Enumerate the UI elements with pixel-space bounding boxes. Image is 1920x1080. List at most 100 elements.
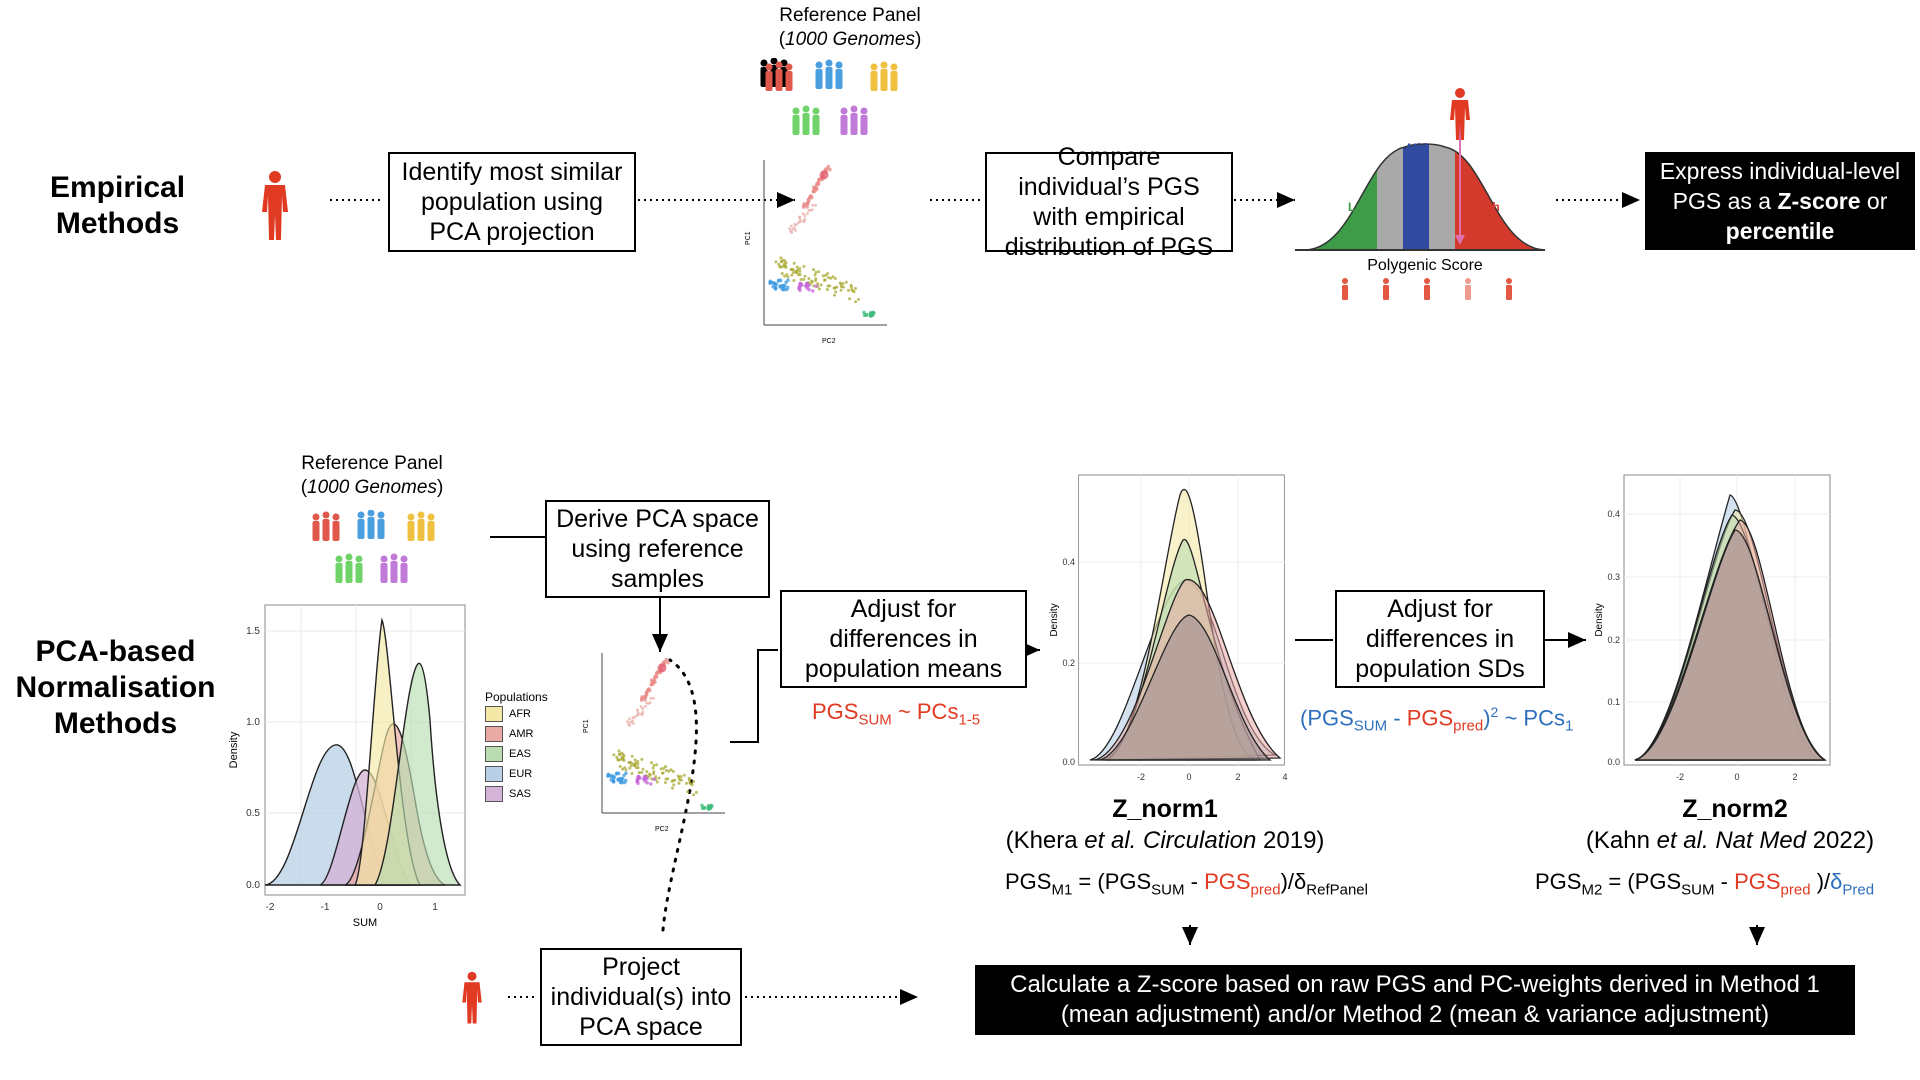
pca-point	[813, 273, 817, 277]
project-individuals-box: Project individual(s) into PCA space	[540, 948, 742, 1046]
dist-mid-label: Mid	[1407, 141, 1428, 155]
pca-point	[639, 705, 643, 709]
pca-point	[666, 660, 670, 665]
pca-point	[802, 278, 806, 282]
pca-point	[841, 281, 845, 285]
pca-point	[645, 770, 649, 774]
pca-point	[806, 212, 809, 215]
ref-panel-title-bottom: Reference Panel (1000 Genomes)	[262, 452, 482, 500]
result-bold-percentile: percentile	[1725, 218, 1835, 244]
pca-point	[641, 767, 645, 771]
density-axis-text: 0.0 0.5 1.0 1.5 -2 -1 0 1	[246, 626, 438, 913]
pca-point	[641, 710, 645, 714]
pca-row-label: PCA-based Normalisation Methods	[15, 635, 216, 740]
dist-low-label: Low	[1348, 200, 1373, 214]
pca-point	[652, 696, 655, 700]
pca-point	[657, 776, 661, 780]
pca-point	[622, 758, 626, 762]
pca-point	[671, 786, 675, 790]
pca-point	[643, 779, 647, 783]
svg-text:0.1: 0.1	[1607, 697, 1620, 707]
pca-point	[632, 721, 635, 725]
pca-point	[667, 769, 671, 773]
pca-point	[659, 767, 663, 771]
pca-point	[702, 806, 706, 810]
pca-point	[689, 782, 693, 786]
pca-point	[616, 771, 621, 776]
pca-point	[821, 274, 825, 278]
pca-point	[784, 265, 788, 269]
pca-point	[804, 281, 809, 286]
pca-point	[666, 777, 670, 781]
derive-pca-box: Derive PCA space using reference samples	[545, 500, 770, 598]
pca-point	[636, 709, 639, 712]
pca-ylabel-bottom: PC1	[583, 719, 590, 733]
svg-text:-2: -2	[1137, 772, 1145, 782]
pca-point	[651, 772, 655, 776]
pca-point	[706, 807, 711, 811]
pca-point	[790, 224, 793, 228]
pca-point	[817, 287, 821, 291]
pca-point	[854, 300, 858, 304]
pca-point	[652, 777, 656, 782]
pca-scatter-bottom: PC1 PC2	[583, 653, 725, 833]
pca-xlabel-top: PC2	[822, 338, 836, 345]
pca-point	[813, 279, 817, 283]
density-ylabel: Density	[228, 731, 240, 768]
svg-text:1: 1	[432, 902, 438, 913]
person-icon-bottom	[462, 971, 482, 1024]
pca-point	[785, 285, 790, 290]
pca-point	[794, 269, 798, 273]
pca-point	[629, 764, 633, 768]
pca-scatter-top: PC1 PC2	[745, 160, 887, 345]
pca-point	[773, 286, 778, 290]
pca-point	[624, 768, 628, 772]
svg-text:Density: Density	[1594, 603, 1605, 636]
pca-point	[856, 297, 860, 301]
pca-point	[617, 749, 621, 753]
pca-point	[798, 266, 802, 270]
znorm2-citation: (Kahn et al. Nat Med 2022)	[1585, 827, 1875, 854]
pca-point	[633, 758, 637, 762]
compare-pgs-box: Compare individual’s PGS with empirical …	[985, 143, 1233, 261]
znorm2-title: Z_norm2	[1682, 795, 1788, 823]
pca-point	[817, 270, 821, 274]
pca-point	[811, 203, 815, 207]
pca-point	[609, 774, 614, 779]
pca-point	[797, 221, 800, 225]
pca-point	[810, 195, 814, 200]
svg-text:0.4: 0.4	[1607, 509, 1620, 519]
svg-text:0.0: 0.0	[246, 880, 260, 891]
pca-point	[652, 763, 656, 767]
pca-point	[798, 269, 802, 273]
pca-point	[671, 770, 675, 774]
pca-point	[611, 779, 616, 783]
pca-point	[636, 774, 641, 779]
pca-point	[828, 167, 832, 172]
pca-point	[774, 260, 778, 264]
svg-text:0.2: 0.2	[1062, 658, 1075, 668]
pca-point	[636, 766, 640, 770]
svg-text:0.5: 0.5	[246, 808, 260, 819]
pca-point	[647, 702, 650, 705]
empirical-row-label: Empirical Methods	[49, 171, 186, 240]
pca-point	[606, 774, 610, 778]
pca-point	[834, 290, 838, 294]
pca-point	[795, 265, 799, 269]
pca-point	[768, 281, 772, 285]
pca-point	[671, 779, 675, 783]
pca-point	[631, 719, 634, 723]
pca-point	[686, 790, 690, 794]
legend-title: Populations	[485, 690, 548, 704]
pca-point	[797, 286, 802, 290]
pca-point	[864, 313, 868, 317]
pca-point	[810, 279, 814, 283]
formula-means: PGSSUM ~ PCs1-5	[812, 699, 981, 729]
svg-text:0.0: 0.0	[1607, 757, 1620, 767]
pca-point	[630, 772, 634, 776]
pca-point	[649, 696, 653, 700]
pca-point	[684, 781, 688, 785]
pca-point	[851, 289, 855, 293]
pca-point	[639, 698, 644, 702]
pca-point	[854, 286, 858, 290]
